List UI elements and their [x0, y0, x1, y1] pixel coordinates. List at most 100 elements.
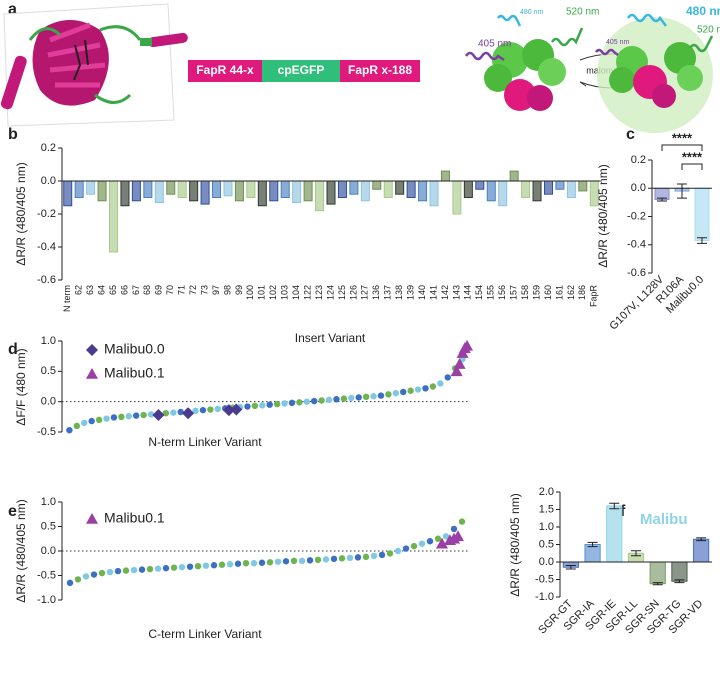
bar — [177, 180, 187, 198]
bar — [74, 180, 84, 198]
x-tick-label: 140 — [417, 285, 427, 300]
y-tick-label: -0.5 — [535, 573, 554, 585]
point — [348, 394, 355, 402]
point — [362, 393, 370, 401]
bar — [475, 180, 485, 190]
point — [370, 552, 378, 560]
x-tick-label: 141 — [428, 285, 438, 300]
point — [199, 406, 207, 414]
point — [106, 568, 114, 576]
wavelength-label: 520 nm — [566, 7, 599, 18]
panel-label: f — [620, 503, 626, 520]
excitation-wave — [626, 13, 667, 27]
bar — [337, 180, 347, 198]
x-tick-label: 157 — [509, 285, 519, 300]
x-tick-label: 98 — [222, 285, 232, 295]
legend-marker — [86, 513, 98, 524]
significance-bracket — [681, 163, 703, 170]
x-tick-label: 67 — [131, 285, 141, 295]
emission-wave — [550, 27, 584, 47]
y-axis-label: ΔR/R (480/405 nm) — [14, 499, 28, 602]
y-tick-label: -1.0 — [37, 594, 56, 606]
point — [266, 559, 274, 566]
x-axis-label: Insert Variant — [295, 331, 366, 345]
point — [234, 560, 242, 567]
construct-segment — [340, 60, 420, 82]
sensor-bound — [609, 42, 703, 108]
point — [392, 389, 400, 397]
panel-label: c — [626, 126, 635, 143]
bar — [566, 180, 576, 198]
protein-structure — [0, 20, 188, 110]
x-tick-label: 126 — [348, 285, 358, 300]
point — [258, 559, 266, 566]
point — [98, 569, 106, 577]
y-tick-label: 0.2 — [631, 154, 646, 166]
legend-label: Malibu0.1 — [104, 365, 165, 381]
bar — [360, 180, 370, 202]
wavelength-label: 405 nm — [606, 39, 630, 46]
point — [444, 374, 451, 381]
point — [274, 558, 282, 565]
significance-bracket — [661, 144, 703, 151]
wavelength-label: 480 nm — [520, 9, 544, 16]
bar — [440, 170, 450, 182]
x-tick-label: 62 — [74, 285, 84, 295]
point — [90, 571, 98, 578]
bar — [200, 180, 210, 205]
y-tick-label: -0.6 — [37, 274, 56, 286]
y-tick-label: 1.0 — [539, 521, 554, 533]
y-tick-label: 0.5 — [539, 538, 554, 550]
point — [125, 413, 132, 420]
wavelength-label: 520 nm — [697, 25, 720, 36]
highlight-point — [453, 358, 466, 369]
x-tick-label: FapR — [589, 285, 599, 308]
point — [259, 402, 266, 409]
y-tick-label: 0.0 — [41, 396, 56, 408]
x-tick-label: 159 — [531, 285, 541, 300]
excitation-wave — [595, 48, 619, 56]
bar — [154, 180, 164, 203]
bar — [543, 180, 553, 195]
panel-label: d — [8, 341, 18, 358]
error-bar — [565, 565, 576, 570]
x-tick-label: 97 — [211, 285, 221, 295]
point — [186, 563, 194, 570]
point — [298, 557, 306, 564]
point — [118, 413, 125, 421]
point — [290, 557, 298, 564]
point — [355, 394, 362, 401]
bar — [280, 180, 290, 198]
highlight-point — [152, 409, 165, 422]
bar — [694, 187, 710, 242]
bar — [234, 180, 244, 202]
point — [251, 402, 259, 410]
x-axis-label: N-term Linker Variant — [148, 435, 262, 449]
legend-label: Malibu0.1 — [104, 510, 165, 526]
bar — [189, 180, 199, 202]
point — [407, 387, 414, 394]
bar — [555, 180, 565, 190]
point — [122, 567, 130, 574]
bar — [429, 180, 439, 207]
bar — [671, 561, 688, 582]
point — [103, 415, 110, 422]
y-tick-label: 0.0 — [41, 545, 56, 557]
y-axis-label: ΔF/F (480 nm) — [14, 348, 28, 425]
point — [303, 398, 310, 405]
x-tick-label: 139 — [406, 285, 416, 300]
panel-label: e — [8, 503, 17, 520]
y-tick-label: -0.5 — [37, 569, 56, 581]
point — [281, 400, 288, 407]
y-tick-label: -1.0 — [535, 591, 554, 603]
point — [385, 391, 392, 398]
y-tick-label: 0.5 — [41, 520, 56, 532]
x-tick-label: 124 — [325, 285, 335, 300]
error-bar — [674, 579, 685, 584]
point — [437, 380, 444, 387]
x-tick-label: 66 — [119, 285, 129, 295]
point — [192, 407, 199, 414]
